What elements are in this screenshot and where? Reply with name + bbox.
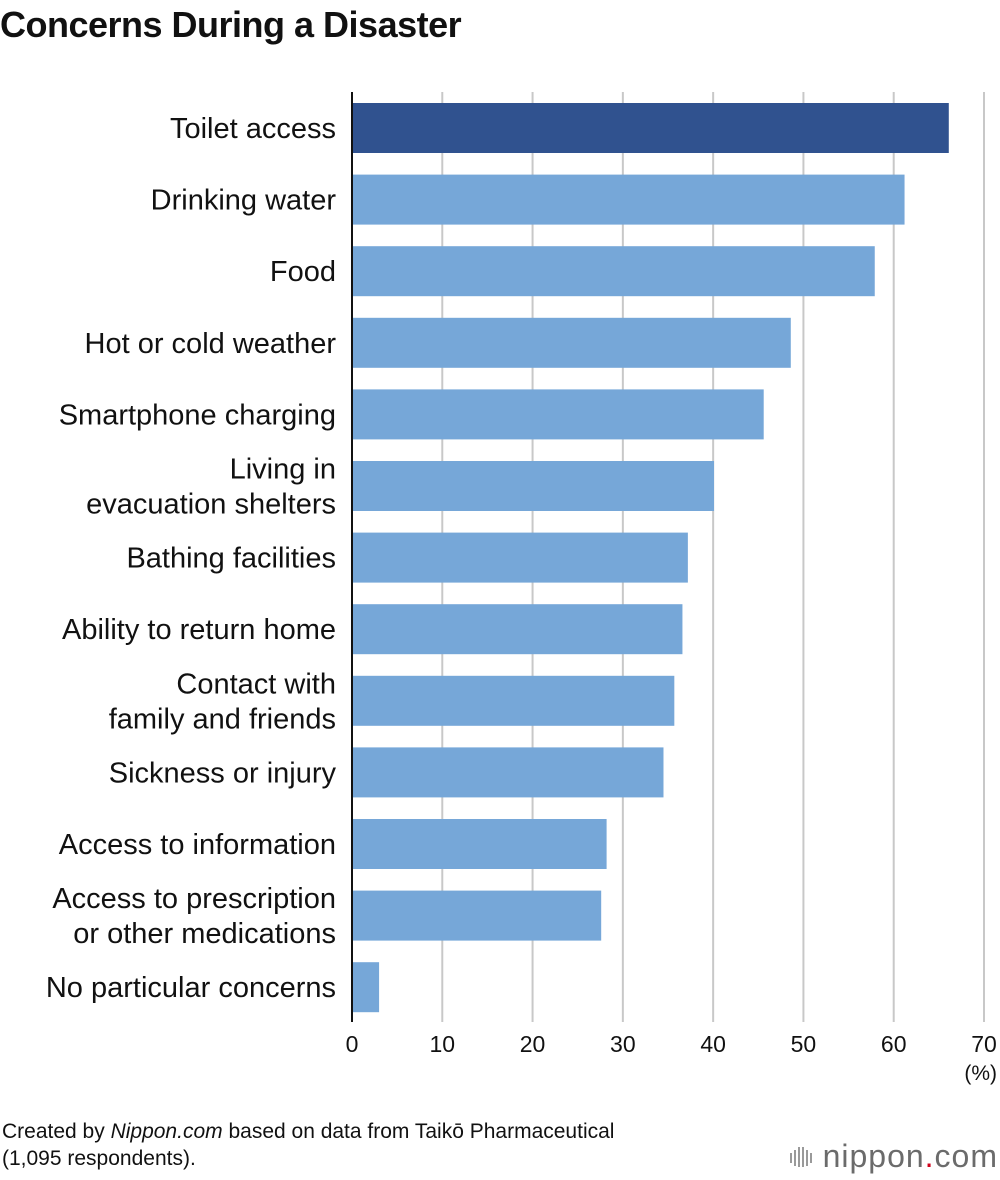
chart-title: Concerns During a Disaster — [0, 4, 462, 45]
category-label-line: Ability to return home — [62, 614, 336, 646]
category-label-line: Food — [270, 256, 336, 288]
category-label-line: evacuation shelters — [86, 489, 336, 521]
bar-5 — [352, 461, 715, 511]
brand-name: nippon — [822, 1138, 925, 1174]
footnote-source-site: Nippon.com — [110, 1120, 223, 1143]
x-tick-label: 20 — [520, 1031, 546, 1057]
category-label: Living in evacuation shelters — [86, 454, 336, 521]
bar-8 — [352, 675, 675, 726]
footnote-suffix: based on data from Taikō Pharmaceutical — [222, 1120, 615, 1143]
x-tick-label: 50 — [791, 1031, 817, 1057]
category-label: Contact with family and friends — [109, 668, 336, 735]
x-tick-label: 10 — [429, 1031, 455, 1057]
source-footnote: Created by Nippon.com based on data from… — [2, 1118, 614, 1172]
bar-6 — [352, 532, 688, 583]
category-labels: Toilet access Drinking water Food Hot or co… — [46, 113, 337, 1004]
footnote-line-2: (1,095 respondents). — [2, 1147, 196, 1170]
brand-wordmark: nippon.com — [823, 1138, 998, 1175]
axes: 0 10 20 30 40 50 60 70 — [346, 92, 997, 1057]
category-label-line: Drinking water — [151, 185, 337, 217]
x-tick-label: 60 — [881, 1031, 907, 1057]
category-label-line: Smartphone charging — [59, 399, 336, 431]
category-label-line: Sickness or injury — [109, 757, 337, 789]
category-label-line: Access to prescription — [52, 883, 336, 915]
category-label-line: Living in — [230, 454, 336, 486]
bar-4 — [352, 389, 764, 440]
category-label-line: or other medications — [73, 918, 336, 950]
x-tick-label: 70 — [971, 1031, 997, 1057]
category-label-line: No particular concerns — [46, 972, 336, 1004]
category-label-line: Bathing facilities — [126, 543, 336, 575]
category-label: Drinking water — [151, 185, 337, 217]
category-label: Smartphone charging — [59, 399, 336, 431]
bar-0 — [352, 103, 949, 153]
footnote-line-1: Created by Nippon.com based on data from… — [2, 1118, 614, 1145]
x-tick-label: 40 — [700, 1031, 726, 1057]
bar-12 — [352, 962, 380, 1013]
category-label: No particular concerns — [46, 972, 336, 1004]
bar-7 — [352, 604, 683, 655]
x-tick-label: 30 — [610, 1031, 636, 1057]
category-label: Toilet access — [170, 113, 336, 145]
category-label: Food — [270, 256, 336, 288]
bar-chart: Toilet access Drinking water Food Hot or co… — [46, 92, 997, 1085]
category-label: Access to information — [59, 829, 336, 861]
category-label-line: Toilet access — [170, 113, 336, 145]
category-label: Bathing facilities — [126, 543, 336, 575]
category-label: Ability to return home — [62, 614, 336, 646]
bar-2 — [352, 246, 875, 297]
category-label: Sickness or injury — [109, 757, 337, 789]
bars — [352, 103, 949, 1013]
nippon-logo-bars-icon — [789, 1146, 812, 1167]
category-label-line: Contact with — [176, 668, 336, 700]
nippon-logo: nippon.com — [789, 1138, 998, 1175]
bar-9 — [352, 747, 664, 798]
bar-3 — [352, 317, 791, 368]
brand-tld: com — [934, 1138, 998, 1174]
x-axis-unit: (%) — [964, 1062, 997, 1085]
category-label-line: Hot or cold weather — [85, 328, 337, 360]
footnote-prefix: Created by — [2, 1120, 111, 1143]
category-label-line: Access to information — [59, 829, 336, 861]
bar-11 — [352, 890, 602, 941]
brand-dot: . — [924, 1138, 935, 1174]
category-label: Access to prescription or other medicatio… — [52, 883, 336, 950]
category-label: Hot or cold weather — [85, 328, 337, 360]
x-tick-label: 0 — [346, 1031, 359, 1057]
bar-10 — [352, 819, 607, 869]
bar-1 — [352, 174, 905, 225]
category-label-line: family and friends — [109, 703, 336, 735]
